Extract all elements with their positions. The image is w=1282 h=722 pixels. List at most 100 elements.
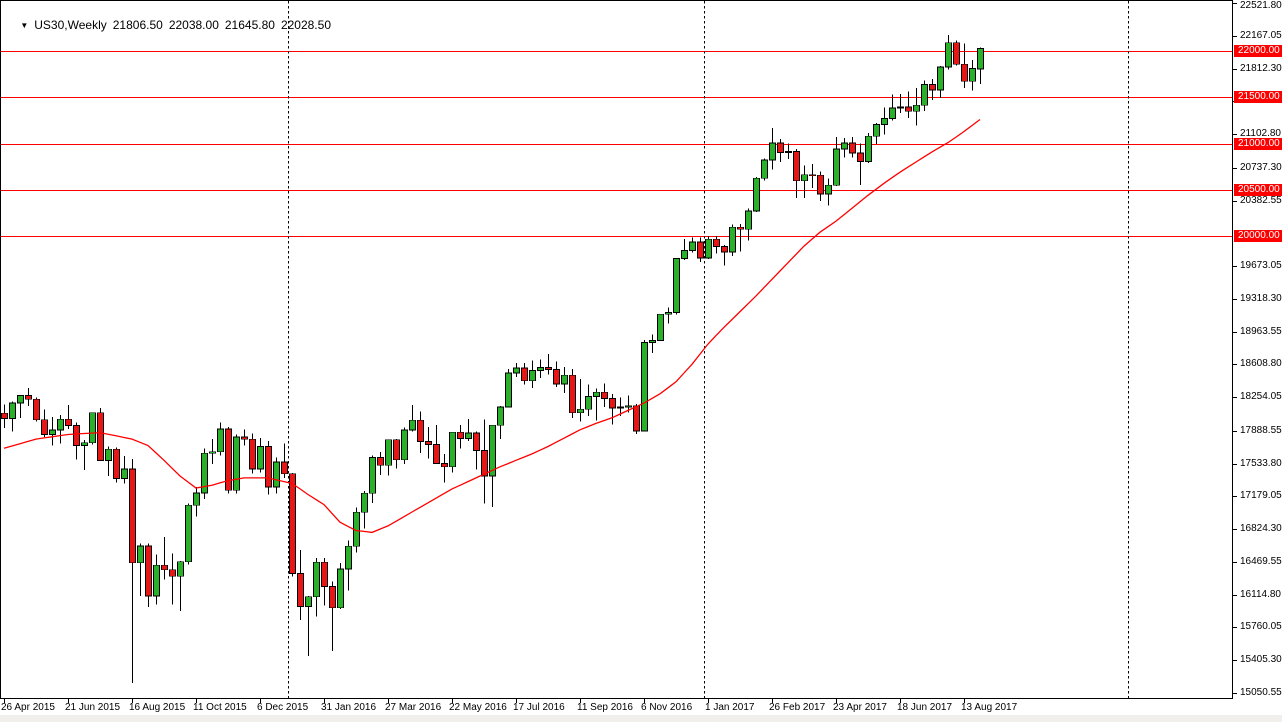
price-axis-label: 15760.05 xyxy=(1240,621,1282,632)
time-tick-mark xyxy=(900,699,901,703)
time-axis-label: 26 Apr 2015 xyxy=(1,702,55,713)
low-value: 21645.80 xyxy=(224,18,275,32)
price-axis-label: 21102.80 xyxy=(1240,128,1281,139)
candle-body-up xyxy=(185,504,192,563)
time-axis-label: 27 Mar 2016 xyxy=(385,702,442,713)
candle-body-down xyxy=(545,367,552,370)
price-line-label: 21000.00 xyxy=(1234,138,1282,150)
candle-body-up xyxy=(673,258,680,313)
time-axis-label: 11 Sep 2016 xyxy=(577,702,633,713)
time-axis-label: 18 Jun 2017 xyxy=(897,702,953,713)
candle-body-down xyxy=(953,42,960,65)
price-tick-mark xyxy=(1233,332,1237,333)
price-chart[interactable]: ▼ US30,Weekly 21806.50 22038.00 21645.80 2202… xyxy=(0,0,1233,699)
price-tick-mark xyxy=(1233,397,1237,398)
price-line-label: 21500.00 xyxy=(1234,91,1282,103)
time-tick-mark xyxy=(452,699,453,703)
price-axis-label: 21812.30 xyxy=(1240,63,1282,74)
price-tick-mark xyxy=(1233,201,1237,202)
candle-body-up xyxy=(649,340,656,343)
time-axis[interactable]: 26 Apr 2015 21 Jun 2015 16 Aug 2015 11 Oct … xyxy=(0,699,1233,715)
candle-body-up xyxy=(729,226,736,253)
time-tick-mark xyxy=(836,699,837,703)
candle-body-down xyxy=(329,585,336,609)
candle-body-up xyxy=(889,107,896,119)
candle-body-up xyxy=(201,452,208,494)
price-axis-label: 20382.55 xyxy=(1240,195,1282,206)
candle-body-down xyxy=(73,425,80,446)
candle-body-down xyxy=(161,564,168,571)
candle-body-up xyxy=(561,374,568,385)
candle-body-up xyxy=(753,177,760,212)
symbol-dropdown-icon[interactable]: ▼ xyxy=(20,21,29,30)
candle-body-up xyxy=(873,124,880,137)
candle-body-up xyxy=(121,468,128,479)
price-tick-mark xyxy=(1233,168,1237,169)
candles-layer xyxy=(1,35,984,683)
candle-body-down xyxy=(473,432,480,452)
price-axis[interactable]: 22521.8022167.0521812.3021457.5521102.80… xyxy=(1233,0,1282,715)
candle-body-down xyxy=(145,545,152,597)
price-axis-label: 17533.80 xyxy=(1240,458,1282,469)
candle-body-down xyxy=(737,226,744,230)
candle-body-up xyxy=(537,367,544,371)
candle-body-down xyxy=(849,142,856,154)
candle-body-down xyxy=(249,438,256,470)
candle-body-down xyxy=(25,395,32,400)
price-axis-label: 22521.80 xyxy=(1240,0,1282,11)
candle-body-up xyxy=(337,568,344,609)
candle-body-down xyxy=(713,238,720,247)
candle-body-up xyxy=(137,545,144,564)
price-tick-mark xyxy=(1233,562,1237,563)
time-axis-label: 6 Nov 2016 xyxy=(641,702,693,713)
candle-body-up xyxy=(977,48,984,70)
candle-body-up xyxy=(9,402,16,419)
price-axis-label: 18608.80 xyxy=(1240,358,1282,369)
candle-body-up xyxy=(313,561,320,598)
price-axis-label: 22167.05 xyxy=(1240,30,1282,41)
time-tick-mark xyxy=(68,699,69,703)
candle-body-up xyxy=(577,408,584,414)
candle-body-up xyxy=(641,341,648,432)
price-axis-label: 17888.55 xyxy=(1240,425,1282,436)
candle-body-up xyxy=(801,174,808,182)
price-tick-mark xyxy=(1233,69,1237,70)
candle-body-up xyxy=(209,451,216,454)
candle-body-up xyxy=(257,446,264,470)
candlestick-chart-canvas[interactable] xyxy=(0,0,1233,699)
candle-body-down xyxy=(721,246,728,253)
price-axis-label: 16824.30 xyxy=(1240,523,1282,534)
candle-body-down xyxy=(777,142,784,153)
candle-body-up xyxy=(785,151,792,153)
candle-body-up xyxy=(881,118,888,125)
time-tick-mark xyxy=(772,699,773,703)
candle-body-up xyxy=(689,241,696,251)
candle-body-down xyxy=(857,152,864,163)
candle-body-down xyxy=(129,468,136,564)
candle-body-up xyxy=(369,456,376,494)
price-tick-mark xyxy=(1233,364,1237,365)
candle-body-up xyxy=(89,412,96,444)
candle-body-down xyxy=(377,456,384,466)
candle-body-up xyxy=(401,429,408,461)
candle-body-down xyxy=(425,441,432,446)
candle-body-up xyxy=(361,492,368,513)
candle-body-down xyxy=(97,412,104,461)
candle-body-down xyxy=(569,374,576,414)
price-axis-label: 20737.30 xyxy=(1240,162,1282,173)
candle-body-up xyxy=(465,432,472,439)
price-tick-mark xyxy=(1233,134,1237,135)
candle-body-down xyxy=(521,367,528,382)
candle-body-up xyxy=(385,439,392,466)
candle-body-up xyxy=(705,238,712,259)
price-axis-label: 17179.05 xyxy=(1240,490,1282,501)
time-axis-label: 6 Dec 2015 xyxy=(257,702,309,713)
price-axis-label: 19673.05 xyxy=(1240,260,1282,271)
price-tick-mark xyxy=(1233,595,1237,596)
candle-body-up xyxy=(617,406,624,409)
price-tick-mark xyxy=(1233,36,1237,37)
price-tick-mark xyxy=(1233,266,1237,267)
candle-body-down xyxy=(697,241,704,259)
price-axis-label: 16114.80 xyxy=(1240,589,1281,600)
candle-body-down xyxy=(553,369,560,385)
